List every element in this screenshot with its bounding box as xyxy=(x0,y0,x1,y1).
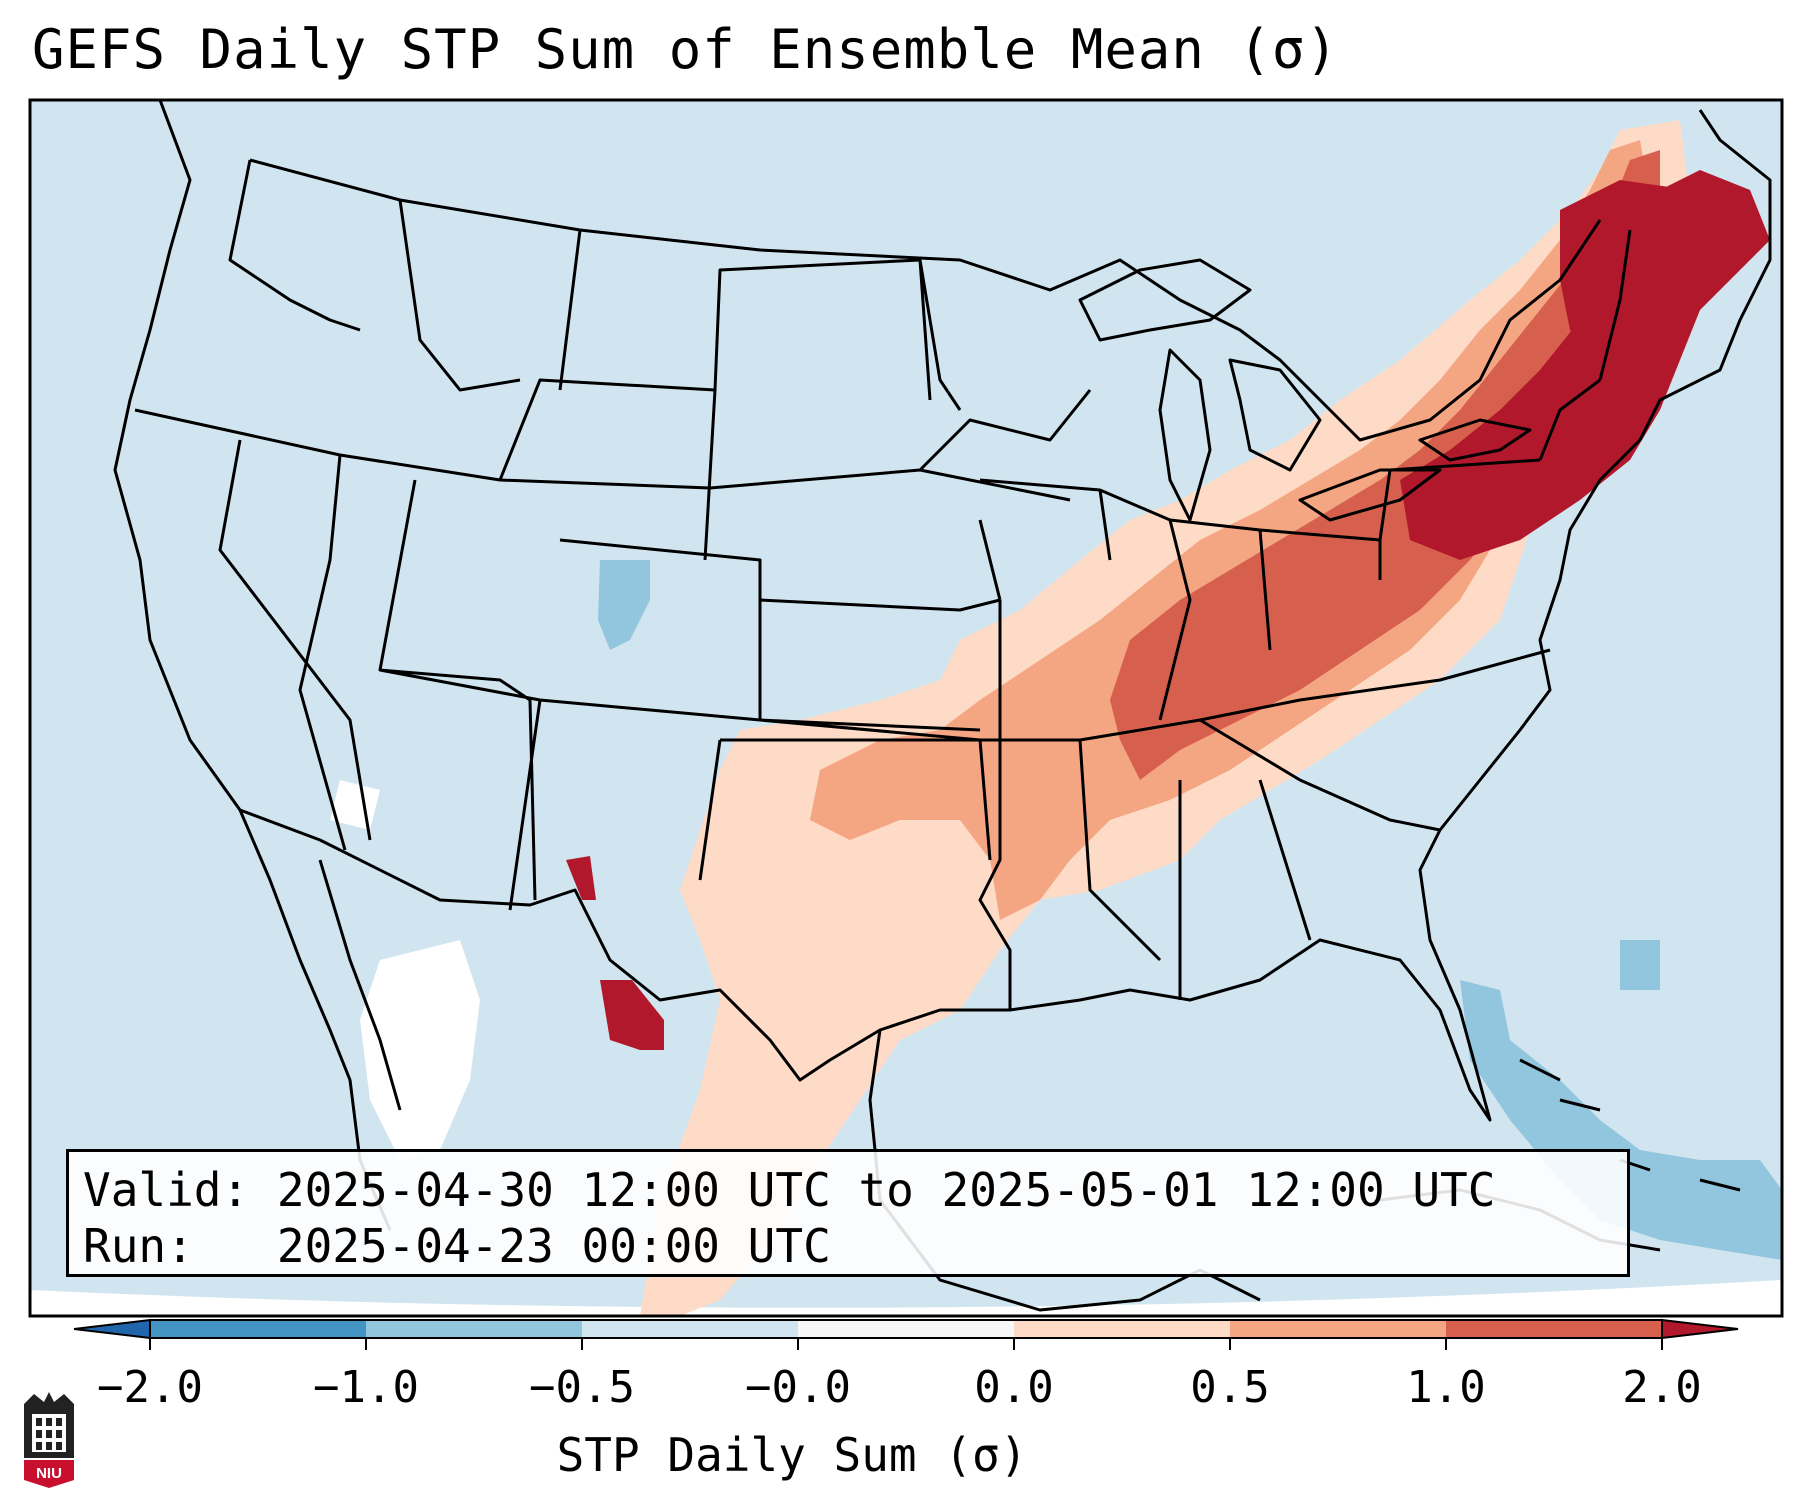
map-title: GEFS Daily STP Sum of Ensemble Mean (σ) xyxy=(32,18,1339,81)
colorbar-tick-label: 0.5 xyxy=(1190,1362,1270,1413)
dark-red-region xyxy=(600,980,664,1050)
colorbar-tick-label: −2.0 xyxy=(97,1362,203,1413)
colorbar-tick-label: 0.0 xyxy=(974,1362,1054,1413)
state-lines xyxy=(134,159,1632,1010)
colorbar-tick-label: −0.5 xyxy=(529,1362,635,1413)
stp-anomaly-field xyxy=(330,120,1782,1316)
dark-red-region xyxy=(566,856,596,900)
colorbar-segment xyxy=(366,1320,582,1338)
dark-red-region xyxy=(1560,180,1720,360)
colorbar-tick-label: 1.0 xyxy=(1406,1362,1486,1413)
canada-border xyxy=(249,158,1602,442)
colorbar-segment xyxy=(150,1320,366,1338)
niu-logo: NIU xyxy=(24,1392,74,1488)
run-line: Run: 2025-04-23 00:00 UTC xyxy=(83,1218,1613,1274)
logo-text: NIU xyxy=(36,1465,62,1482)
colorbar-label: STP Daily Sum (σ) xyxy=(556,1428,1028,1482)
colorbar-tick-label: −0.0 xyxy=(745,1362,851,1413)
colorbar-extend-high xyxy=(1661,1318,1739,1340)
great-lakes xyxy=(1078,258,1532,522)
run-label: Run: xyxy=(83,1219,194,1273)
colorbar-tick-label: −1.0 xyxy=(313,1362,419,1413)
light-blue-region xyxy=(1620,940,1660,990)
colorbar-segment xyxy=(1230,1320,1446,1338)
valid-value: 2025-04-30 12:00 UTC to 2025-05-01 12:00… xyxy=(276,1163,1496,1217)
colorbar-frame xyxy=(149,1319,1663,1339)
colorbar-segment xyxy=(1446,1320,1662,1338)
us-outline xyxy=(113,100,1772,1122)
run-value: 2025-04-23 00:00 UTC xyxy=(276,1219,831,1273)
info-box: Valid: 2025-04-30 12:00 UTC to 2025-05-0… xyxy=(66,1149,1630,1277)
valid-line: Valid: 2025-04-30 12:00 UTC to 2025-05-0… xyxy=(83,1162,1613,1218)
colorbar-segment xyxy=(1014,1320,1230,1338)
colorbar-extend-low xyxy=(73,1318,151,1340)
colorbar-segment xyxy=(582,1320,798,1338)
light-blue-region xyxy=(598,560,650,650)
globe-edge xyxy=(30,1280,1782,1316)
colorbar-segment xyxy=(798,1320,1014,1338)
light-blue-region xyxy=(1460,980,1782,1260)
salmon-region xyxy=(810,140,1650,920)
map-frame xyxy=(28,98,1784,1318)
colorbar-tick-label: 2.0 xyxy=(1622,1362,1702,1413)
valid-label: Valid: xyxy=(83,1163,250,1217)
red-region xyxy=(1110,150,1660,780)
white-region xyxy=(360,940,480,1160)
